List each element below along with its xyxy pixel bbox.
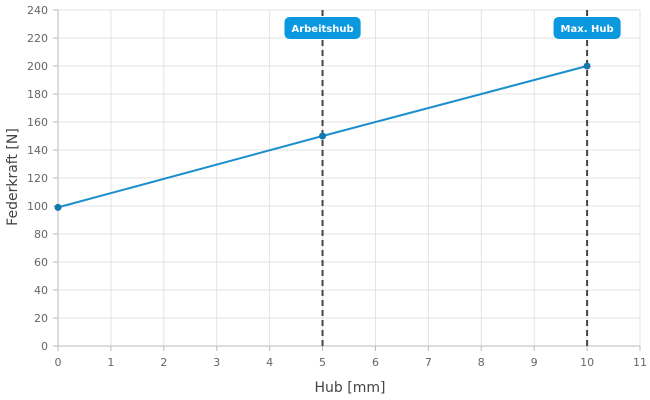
y-tick-label: 0 [41, 340, 48, 353]
x-tick-label: 8 [478, 356, 485, 369]
x-tick-label: 2 [160, 356, 167, 369]
x-tick-label: 10 [580, 356, 594, 369]
y-tick-label: 120 [27, 172, 48, 185]
marker-badge [553, 17, 621, 39]
x-tick-label: 3 [213, 356, 220, 369]
y-tick-label: 220 [27, 32, 48, 45]
marker-badge [284, 17, 361, 39]
x-tick-label: 4 [266, 356, 273, 369]
y-axis-title: Federkraft [N] [5, 128, 21, 226]
y-tick-label: 60 [34, 256, 48, 269]
y-tick-label: 160 [27, 116, 48, 129]
data-point [319, 132, 327, 140]
y-tick-label: 240 [27, 4, 48, 17]
y-tick-label: 140 [27, 144, 48, 157]
data-point [583, 62, 591, 70]
y-tick-label: 200 [27, 60, 48, 73]
grid-layer [57, 9, 641, 347]
x-tick-label: 5 [319, 356, 326, 369]
x-tick-label: 7 [425, 356, 432, 369]
tick-layer: 0 20 40 60 80 100 120 140 160 180 200 220 240 0 1 2 3 4 5 6… [27, 4, 647, 369]
x-axis-title: Hub [mm] [315, 380, 386, 396]
marker-label: Max. Hub [561, 24, 614, 35]
x-tick-label: 11 [633, 356, 647, 369]
y-tick-label: 40 [34, 284, 48, 297]
x-tick-label: 9 [531, 356, 538, 369]
x-tick-label: 1 [107, 356, 114, 369]
y-tick-label: 20 [34, 312, 48, 325]
y-tick-label: 80 [34, 228, 48, 241]
y-tick-label: 100 [27, 200, 48, 213]
series-layer [54, 62, 591, 211]
axis-layer [53, 9, 641, 351]
y-tick-label: 180 [27, 88, 48, 101]
x-tick-label: 6 [372, 356, 379, 369]
x-tick-label: 0 [55, 356, 62, 369]
data-point [54, 203, 62, 211]
marker-label: Arbeitshub [291, 24, 353, 35]
marker-layer: Arbeitshub Max. Hub [284, 10, 621, 346]
